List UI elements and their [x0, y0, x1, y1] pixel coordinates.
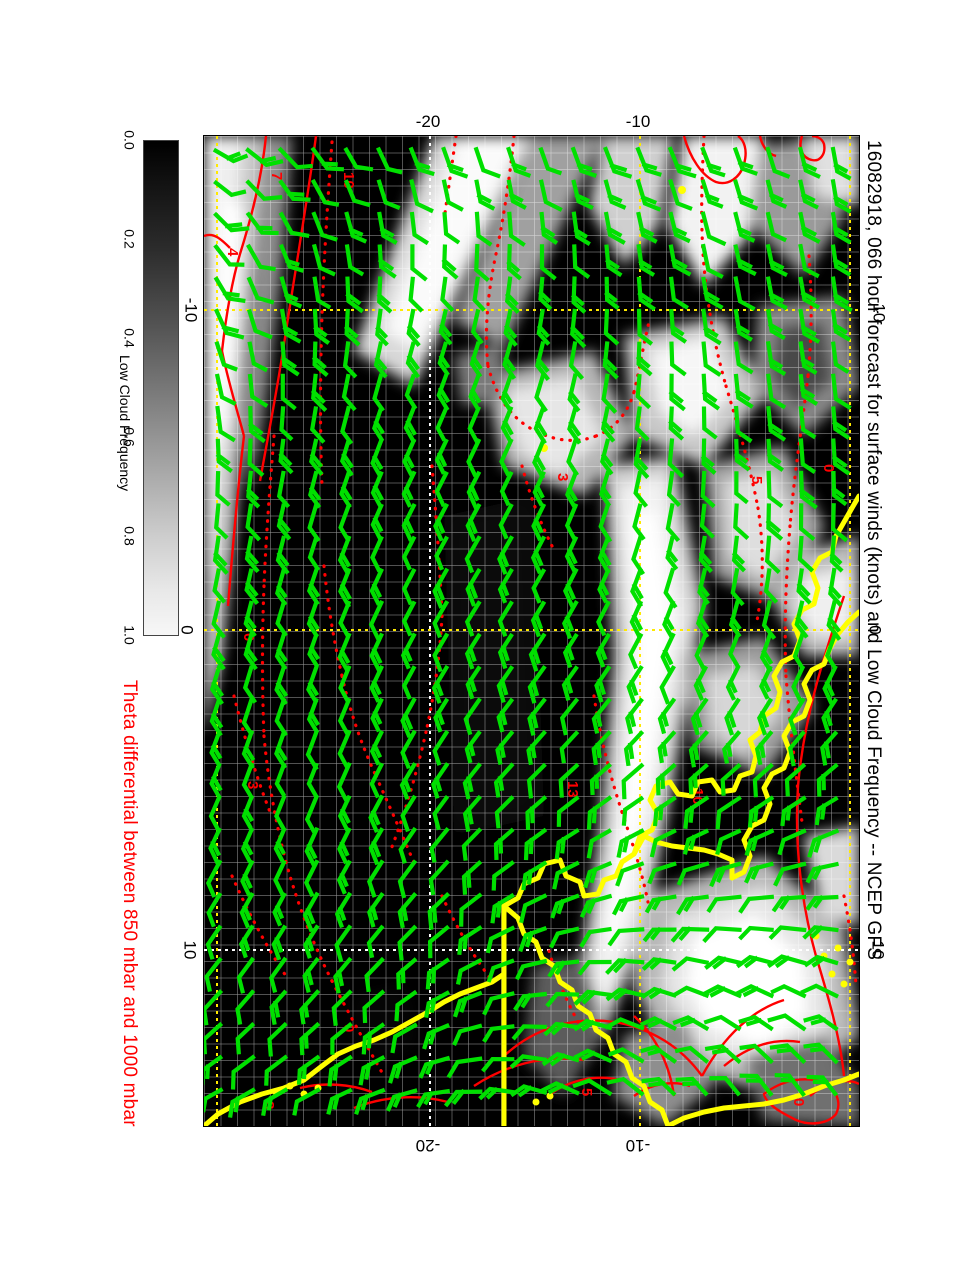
axis-tick-left-2: 0 — [177, 625, 197, 635]
colorbar-gradient — [143, 140, 179, 636]
contour-label-3b: 3 — [554, 473, 571, 481]
contour-label-7: 7 — [268, 172, 285, 180]
axis-line-horizontal — [204, 949, 859, 951]
major-gridline-vertical-4 — [849, 136, 851, 1126]
colorbar-tick-0: 0.0 — [121, 130, 138, 150]
major-gridline-horizontal-2 — [204, 629, 859, 631]
major-gridline-horizontal-1 — [204, 309, 859, 311]
wind-barb-field — [204, 146, 853, 1118]
theta-differential-caption: Theta differential between 850 mbar and … — [119, 680, 140, 1127]
contour-label-4: 4 — [224, 248, 241, 257]
contour-label-5b: 5 — [578, 1088, 595, 1096]
colorbar-tick-5: 1.0 — [121, 625, 138, 645]
axis-tick-left-3: 10 — [180, 940, 200, 960]
contour-label-0c: 0 — [790, 1098, 807, 1106]
colorbar-tick-2: 0.4 — [121, 328, 138, 348]
chart-title: 16082918, 066 hour forecast for surface … — [863, 140, 884, 961]
contour-label-0b: 0 — [820, 464, 837, 472]
axis-tick-top-2: -10 — [625, 112, 651, 131]
map-plot-area[interactable]: 10 7 4 0 3 3 5 10 13 0 8 5 0 0 — [203, 135, 860, 1127]
axis-line-vertical — [429, 136, 431, 1126]
colorbar-tick-1: 0.2 — [121, 229, 138, 249]
contour-label-13: 13 — [564, 781, 581, 798]
contour-label-10: 10 — [340, 172, 357, 189]
contour-label-5: 5 — [748, 476, 765, 484]
colorbar: 0.0 0.2 0.4 0.6 0.8 1.0 — [121, 130, 179, 645]
colorbar-tick-4: 0.8 — [121, 526, 138, 546]
axis-tick-bottom-1: -20 — [415, 1136, 441, 1155]
axis-tick-right-2: 0 — [865, 625, 885, 635]
axis-tick-top-1: -20 — [415, 112, 441, 131]
axis-tick-right-1: -10 — [869, 297, 889, 323]
colorbar-axis-label: Low Cloud Frequency — [117, 355, 133, 492]
axis-tick-right-3: 10 — [868, 940, 888, 960]
axis-tick-bottom-2: -10 — [625, 1136, 651, 1155]
major-gridline-vertical-3 — [639, 136, 641, 1126]
axis-tick-left-1: -10 — [181, 297, 201, 323]
contour-label-3a: 3 — [244, 781, 261, 789]
